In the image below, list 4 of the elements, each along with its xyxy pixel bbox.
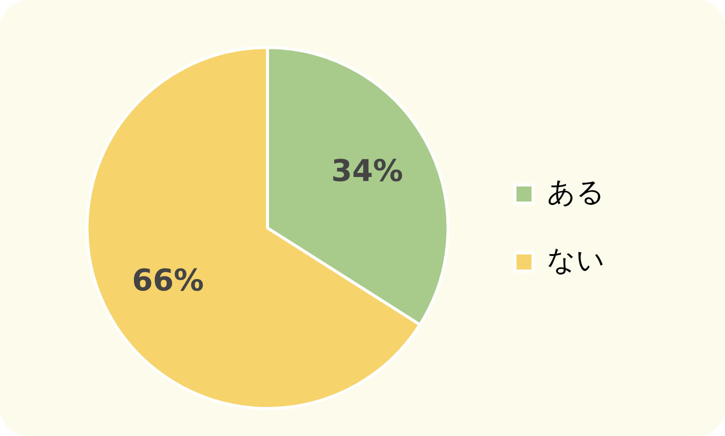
legend-label: ない (547, 243, 605, 276)
data-label: 66% (132, 264, 204, 299)
legend-label: ある (547, 175, 605, 208)
data-label: 34% (331, 154, 404, 190)
